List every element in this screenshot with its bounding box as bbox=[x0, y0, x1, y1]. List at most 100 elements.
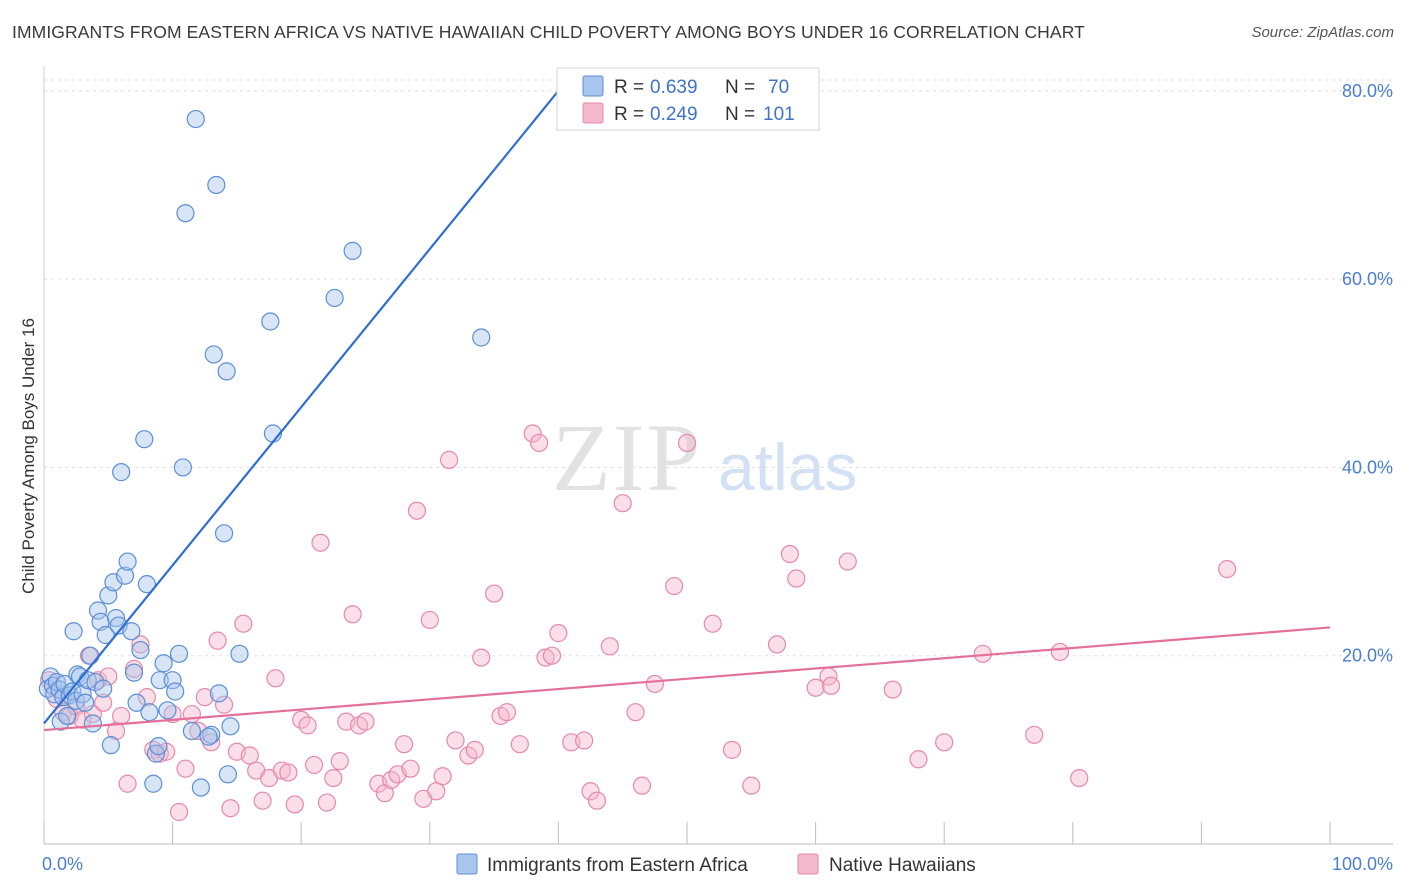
eastern-africa-point-34 bbox=[123, 623, 140, 640]
native-hawaiians-point-80 bbox=[601, 638, 618, 655]
gridlines bbox=[44, 80, 1393, 656]
eastern-africa-point-56 bbox=[205, 346, 222, 363]
eastern-africa-trend-line bbox=[44, 91, 558, 724]
series-legend-swatch-pink bbox=[798, 854, 818, 874]
watermark-zip: ZIP bbox=[552, 404, 702, 511]
native-hawaiians-point-70 bbox=[511, 736, 528, 753]
eastern-africa-point-41 bbox=[145, 775, 162, 792]
eastern-africa-point-53 bbox=[187, 111, 204, 128]
native-hawaiians-point-44 bbox=[318, 794, 335, 811]
native-hawaiians-point-98 bbox=[936, 734, 953, 751]
eastern-africa-point-12 bbox=[65, 623, 82, 640]
series-legend-swatch-blue bbox=[457, 854, 477, 874]
y-tick-label-80: 80.0% bbox=[1342, 81, 1393, 101]
x-tick-label-100: 100.0% bbox=[1332, 854, 1393, 874]
native-hawaiians-point-74 bbox=[543, 647, 560, 664]
eastern-africa-point-27 bbox=[102, 737, 119, 754]
legend-r-label-pink: R = bbox=[614, 104, 644, 125]
eastern-africa-point-69 bbox=[200, 728, 217, 745]
native-hawaiians-point-31 bbox=[235, 615, 252, 632]
native-hawaiians-point-48 bbox=[344, 606, 361, 623]
eastern-africa-point-37 bbox=[132, 642, 149, 659]
native-hawaiians-point-39 bbox=[286, 796, 303, 813]
native-hawaiians-point-77 bbox=[576, 732, 593, 749]
native-hawaiians-point-82 bbox=[627, 704, 644, 721]
eastern-africa-point-57 bbox=[208, 176, 225, 193]
legend-swatch-blue bbox=[583, 76, 603, 96]
correlation-legend: R = 0.639 N = 70 R = 0.249 N = 101 bbox=[557, 68, 819, 130]
eastern-africa-point-54 bbox=[192, 779, 209, 796]
eastern-africa-point-20 bbox=[84, 715, 101, 732]
native-hawaiians-point-61 bbox=[434, 768, 451, 785]
series-legend-label-blue: Immigrants from Eastern Africa bbox=[487, 855, 748, 876]
native-hawaiians-point-43 bbox=[312, 534, 329, 551]
native-hawaiians-point-101 bbox=[1051, 643, 1068, 660]
native-hawaiians-point-62 bbox=[441, 451, 458, 468]
native-hawaiians-point-65 bbox=[466, 741, 483, 758]
native-hawaiians-point-90 bbox=[769, 636, 786, 653]
eastern-africa-point-61 bbox=[219, 766, 236, 783]
y-tick-labels: 20.0%40.0%60.0%80.0% bbox=[1342, 81, 1393, 666]
y-tick-label-20: 20.0% bbox=[1342, 646, 1393, 666]
eastern-africa-point-38 bbox=[136, 431, 153, 448]
native-hawaiians-point-13 bbox=[119, 775, 136, 792]
native-hawaiians-point-72 bbox=[531, 434, 548, 451]
eastern-africa-point-19 bbox=[82, 647, 99, 664]
native-hawaiians-point-45 bbox=[325, 770, 342, 787]
legend-n-value-pink: 101 bbox=[763, 104, 795, 125]
native-hawaiians-point-29 bbox=[222, 800, 239, 817]
native-hawaiians-point-79 bbox=[588, 792, 605, 809]
eastern-africa-point-52 bbox=[183, 723, 200, 740]
eastern-africa-point-49 bbox=[171, 645, 188, 662]
eastern-africa-point-51 bbox=[177, 205, 194, 222]
native-hawaiians-point-95 bbox=[839, 553, 856, 570]
native-hawaiians-point-84 bbox=[646, 675, 663, 692]
eastern-africa-point-24 bbox=[95, 680, 112, 697]
native-hawaiians-point-59 bbox=[421, 611, 438, 628]
legend-swatch-pink bbox=[583, 103, 603, 123]
eastern-africa-point-9 bbox=[59, 707, 76, 724]
eastern-africa-point-58 bbox=[210, 685, 227, 702]
native-hawaiians-point-97 bbox=[910, 751, 927, 768]
native-hawaiians-point-69 bbox=[498, 704, 515, 721]
native-hawaiians-point-83 bbox=[633, 777, 650, 794]
eastern-africa-point-68 bbox=[473, 329, 490, 346]
eastern-africa-point-31 bbox=[113, 464, 130, 481]
eastern-africa-point-17 bbox=[77, 694, 94, 711]
legend-n-label-pink: N = bbox=[725, 104, 755, 125]
eastern-africa-point-50 bbox=[174, 459, 191, 476]
native-hawaiians-point-12 bbox=[113, 707, 130, 724]
native-hawaiians-point-89 bbox=[743, 777, 760, 794]
native-hawaiians-point-42 bbox=[306, 756, 323, 773]
native-hawaiians-point-34 bbox=[254, 792, 271, 809]
eastern-africa-point-66 bbox=[326, 289, 343, 306]
native-hawaiians-point-75 bbox=[550, 625, 567, 642]
native-hawaiians-point-46 bbox=[331, 753, 348, 770]
native-hawaiians-point-81 bbox=[614, 495, 631, 512]
native-hawaiians-point-55 bbox=[396, 736, 413, 753]
native-hawaiians-point-32 bbox=[241, 747, 258, 764]
eastern-africa-point-60 bbox=[218, 363, 235, 380]
watermark-atlas: atlas bbox=[718, 430, 857, 504]
eastern-africa-point-67 bbox=[344, 242, 361, 259]
native-hawaiians-point-102 bbox=[1071, 770, 1088, 787]
native-hawaiians-point-66 bbox=[473, 649, 490, 666]
native-hawaiians-point-21 bbox=[171, 803, 188, 820]
native-hawaiians-point-104 bbox=[823, 677, 840, 694]
eastern-africa-point-64 bbox=[262, 313, 279, 330]
y-axis-label: Child Poverty Among Boys Under 16 bbox=[19, 318, 38, 594]
native-hawaiians-point-88 bbox=[724, 741, 741, 758]
native-hawaiians-point-38 bbox=[280, 764, 297, 781]
native-hawaiians-point-57 bbox=[408, 502, 425, 519]
native-hawaiians-trend-line bbox=[44, 627, 1330, 730]
eastern-africa-point-46 bbox=[159, 702, 176, 719]
native-hawaiians-point-87 bbox=[704, 615, 721, 632]
native-hawaiians-point-86 bbox=[679, 434, 696, 451]
native-hawaiians-point-36 bbox=[267, 670, 284, 687]
series-legend-label-pink: Native Hawaiians bbox=[829, 855, 976, 876]
native-hawaiians-point-96 bbox=[884, 681, 901, 698]
native-hawaiians-point-103 bbox=[1219, 561, 1236, 578]
x-tick-label-0: 0.0% bbox=[42, 854, 83, 874]
scatter-chart: ZIP atlas 20.0%40.0%60.0%80.0% 0.0% 100.… bbox=[0, 0, 1406, 892]
legend-r-label-blue: R = bbox=[614, 77, 644, 98]
